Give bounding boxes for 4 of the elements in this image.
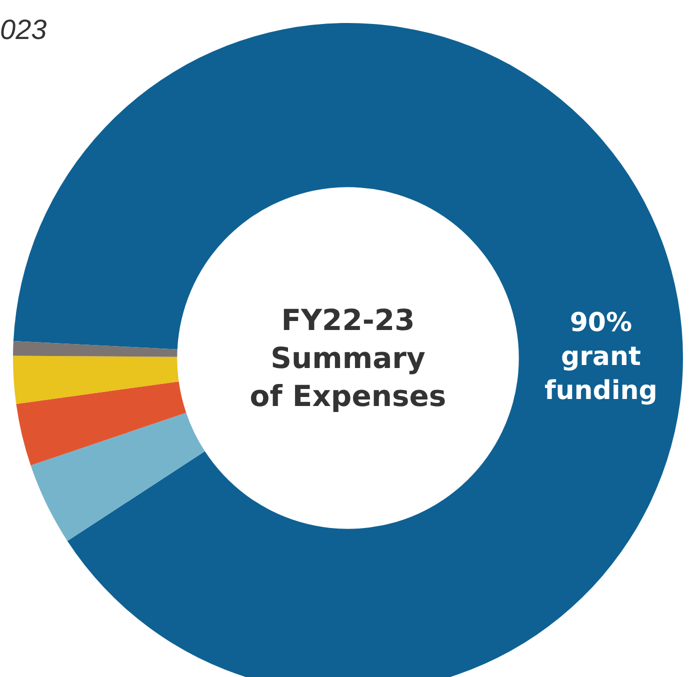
slice-label: grant funding — [544, 342, 658, 406]
text: FY22-23 Summary of Expenses — [248, 302, 448, 415]
data-label: 90% — [570, 308, 632, 338]
text: 023 — [0, 14, 47, 46]
